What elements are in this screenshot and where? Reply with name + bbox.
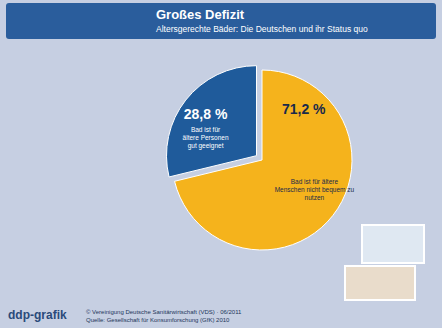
html-text:Quelle: Gesellschaft für Konsu: Quelle: Gesellschaft für Konsumforschung… — [86, 317, 230, 323]
html-text:Großes Defizit: Großes Defizit — [156, 7, 245, 22]
html-text:Altersgerechte Bäder: Die Deut: Altersgerechte Bäder: Die Deutschen und … — [156, 24, 368, 34]
html-text:ddp-grafik: ddp-grafik — [8, 308, 67, 322]
html-text:© Vereinigung Deutsche Sanitär: © Vereinigung Deutsche Sanitärwirtschaft… — [86, 309, 242, 315]
svg-text:Bad ist fürältere Personengut: Bad ist fürältere Personengut geeignet — [183, 126, 229, 150]
svg-text:71,2 %: 71,2 % — [282, 101, 326, 117]
svg-text:Bad ist für ältereMenschen nic: Bad ist für ältereMenschen nicht bequem … — [275, 178, 355, 201]
svg-text:28,8 %: 28,8 % — [184, 106, 228, 122]
